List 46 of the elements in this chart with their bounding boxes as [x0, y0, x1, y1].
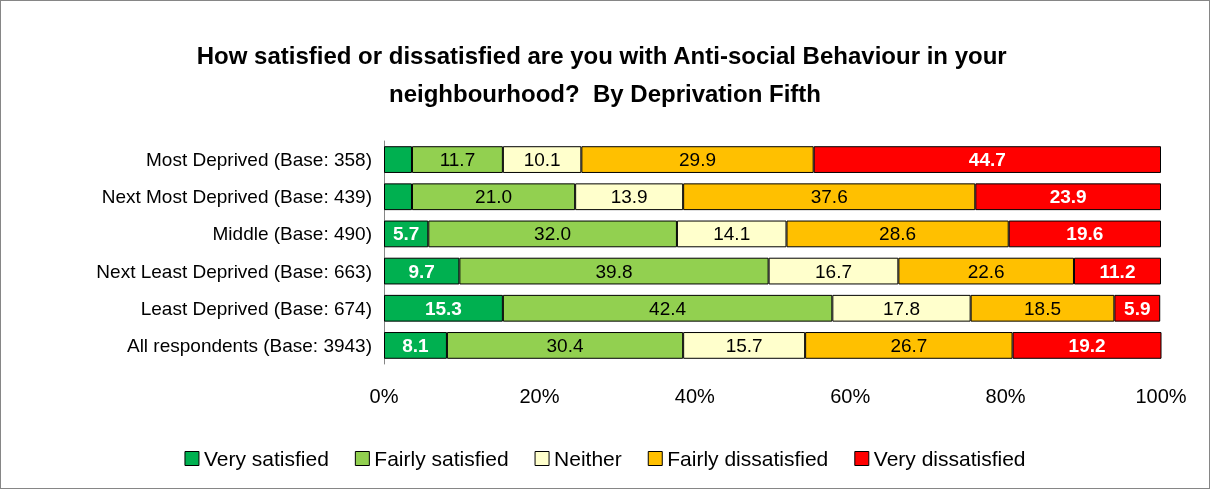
legend-label: Very satisfied — [203, 447, 329, 470]
data-label: 18.5 — [1024, 297, 1061, 319]
data-label: 17.8 — [882, 297, 920, 319]
data-label: 9.7 — [408, 260, 435, 282]
data-label: 29.9 — [679, 149, 717, 171]
data-label: 39.8 — [595, 260, 633, 282]
legend-label: Very dissatisfied — [873, 447, 1026, 470]
data-label: 15.7 — [725, 334, 763, 356]
data-label: 44.7 — [968, 149, 1006, 171]
data-label: 19.2 — [1068, 334, 1106, 356]
data-label: 5.7 — [392, 223, 420, 245]
data-label: 13.9 — [610, 186, 648, 208]
legend-label: Fairly satisfied — [374, 447, 509, 470]
data-label: 11.7 — [439, 149, 476, 171]
data-label: 21.0 — [475, 186, 513, 208]
data-label: 42.4 — [649, 297, 687, 319]
data-label: 26.7 — [890, 334, 928, 356]
data-label: 37.6 — [810, 186, 848, 208]
data-label: 5.9 — [1124, 297, 1151, 319]
y-tick-label: Next Least Deprived (Base: 663) — [96, 260, 372, 282]
data-label: 19.6 — [1066, 223, 1104, 245]
data-label: 16.7 — [815, 260, 852, 282]
data-label: 23.9 — [1049, 186, 1087, 208]
y-tick-label: Most Deprived (Base: 358) — [146, 149, 372, 171]
x-tick-label: 40% — [674, 385, 716, 407]
data-label: 15.3 — [424, 297, 462, 319]
legend-label: Fairly dissatisfied — [667, 447, 829, 470]
x-tick-label: 20% — [519, 385, 560, 407]
data-label: 8.1 — [402, 334, 430, 356]
y-tick-label: Least Deprived (Base: 674) — [140, 297, 372, 319]
legend-label: Neither — [554, 447, 622, 470]
data-label: 22.6 — [967, 260, 1005, 282]
y-tick-label: All respondents (Base: 3943) — [126, 334, 372, 356]
y-tick-label: Next Most Deprived (Base: 439) — [101, 186, 372, 208]
data-label: 10.1 — [523, 149, 561, 171]
x-tick-label: 80% — [985, 385, 1026, 407]
x-tick-label: 60% — [830, 385, 871, 407]
x-tick-label: 0% — [369, 385, 399, 407]
data-label: 28.6 — [879, 223, 917, 245]
chart-title: How satisfied or dissatisfied are you with Anti-social Behaviour in your neighbourhood? By Deprivation Fifth — [196, 41, 1014, 107]
data-label: 30.4 — [546, 334, 584, 356]
data-label: 11.2 — [1099, 260, 1136, 282]
data-label: 32.0 — [534, 223, 572, 245]
data-label: 14.1 — [713, 223, 751, 245]
x-tick-label: 100% — [1135, 385, 1187, 407]
y-tick-label: Middle (Base: 490) — [212, 223, 372, 245]
